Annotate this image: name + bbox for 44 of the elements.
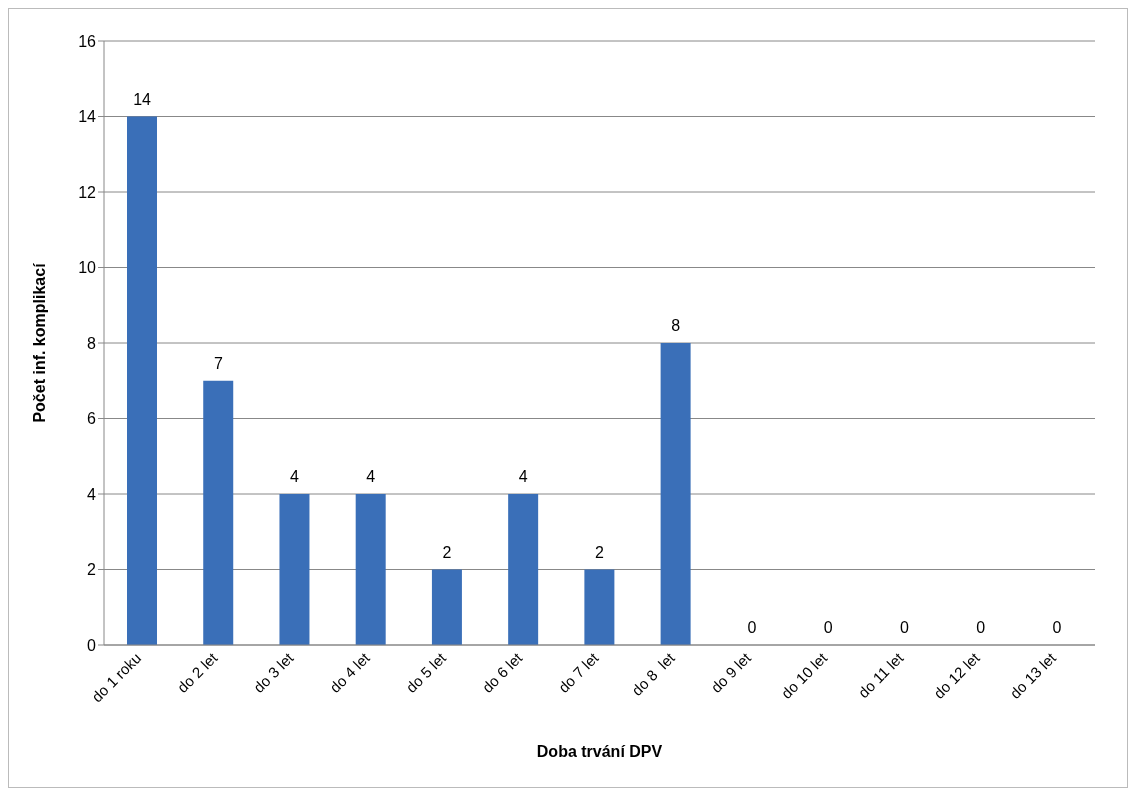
data-label: 7 [213,354,223,372]
data-label: 4 [290,468,300,485]
y-tick-label: 16 [78,32,97,50]
x-axis-title: Doba trvání DPV [536,743,663,760]
x-tick-label: do 7 let [554,648,603,696]
y-axis-title: Počet inf. komplikací [30,262,48,423]
y-tick-label: 6 [87,410,97,428]
x-tick-label: do 11 let [854,648,908,702]
y-tick-label: 8 [87,334,97,352]
bar [279,494,310,645]
data-label: 4 [518,468,528,485]
x-tick-label: do 10 let [777,648,831,702]
bar [127,116,157,645]
data-label: 8 [671,317,681,334]
x-tick-label: do 6 let [478,648,526,696]
data-label: 0 [1052,619,1062,636]
x-tick-label: do 4 let [326,648,374,696]
bar [355,494,386,645]
x-tick-label: do 13 let [1006,648,1060,702]
x-tick-label: do 9 let [707,648,755,696]
data-label: 0 [747,619,757,636]
y-tick-label: 2 [87,561,97,579]
x-tick-label: do 2 let [173,648,222,696]
data-label: 0 [823,619,833,636]
bar [508,494,539,645]
bar [584,569,615,645]
x-tick-label: do 5 let [402,648,450,696]
data-label: 0 [899,619,909,636]
y-tick-label: 14 [78,108,97,126]
data-label: 14 [133,90,152,108]
x-tick-label: do 8 let [628,648,679,699]
y-tick-label: 10 [78,259,97,277]
data-label: 0 [976,619,986,636]
y-tick-label: 4 [87,485,97,503]
bar [431,569,462,645]
y-tick-label: 0 [87,636,97,654]
y-tick-label: 12 [78,183,97,201]
data-label: 2 [442,543,452,561]
bar [203,380,234,645]
data-label: 2 [595,543,605,561]
data-label: 4 [366,468,376,485]
x-tick-label: do 3 let [249,648,298,696]
x-tick-label: do 12 let [930,648,984,702]
bar [660,343,691,645]
